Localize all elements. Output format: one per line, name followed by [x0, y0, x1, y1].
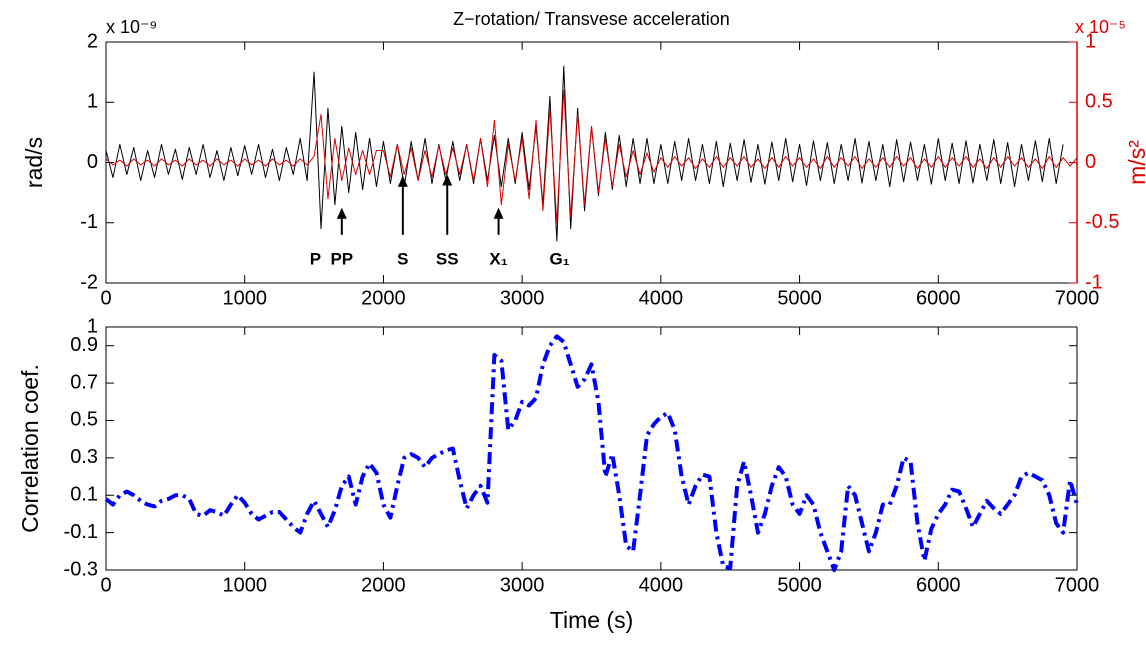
x-tick-label: 4000 — [639, 287, 684, 309]
plot-area — [105, 41, 1078, 284]
y2-tick-label: 1 — [1085, 30, 1096, 52]
x-tick-label: 3000 — [500, 574, 545, 596]
data-line — [105, 65, 1064, 242]
x-tick-label: 7000 — [1055, 574, 1100, 596]
phase-label: G₁ — [549, 250, 569, 269]
x-tick-label: 7000 — [1055, 287, 1100, 309]
y-tick-label: 1 — [87, 315, 98, 337]
y2-tick-label: -0.5 — [1085, 211, 1119, 233]
x-tick-label: 0 — [100, 574, 111, 596]
x-tick-label: 1000 — [222, 287, 267, 309]
x-tick-label: 5000 — [777, 574, 822, 596]
y-tick-label: -0.1 — [64, 521, 98, 543]
y-axis-label: rad/s — [21, 137, 47, 188]
phase-arrow-head — [397, 175, 408, 187]
phase-label: S — [397, 250, 408, 269]
phase-label: X₁ — [489, 250, 507, 269]
y2-multiplier: x 10⁻⁵ — [1075, 17, 1126, 37]
y-tick-label: 0 — [87, 151, 98, 173]
phase-arrow-head — [336, 207, 347, 219]
x-tick-label: 0 — [100, 287, 111, 309]
phase-label: SS — [436, 250, 459, 269]
y-tick-label: -1 — [80, 211, 98, 233]
x-tick-label: 6000 — [916, 574, 961, 596]
chart-title: Z−rotation/ Transvese acceleration — [453, 9, 730, 29]
x-tick-label: 6000 — [916, 287, 961, 309]
x-axis-label: Time (s) — [550, 607, 633, 633]
x-tick-label: 3000 — [500, 287, 545, 309]
y-tick-label: -2 — [80, 271, 98, 293]
y-tick-label: 0.9 — [70, 334, 98, 356]
y-tick-label: 0.3 — [70, 446, 98, 468]
phase-label: PP — [330, 250, 353, 269]
x-tick-label: 5000 — [777, 287, 822, 309]
y-tick-label: -0.3 — [64, 558, 98, 580]
y-tick-label: 0.5 — [70, 409, 98, 431]
y-multiplier: x 10⁻⁹ — [106, 17, 157, 37]
x-tick-label: 4000 — [639, 574, 684, 596]
phase-label: P — [310, 250, 321, 269]
x-tick-label: 2000 — [361, 287, 406, 309]
y-tick-label: 0.1 — [70, 484, 98, 506]
phase-arrow-head — [442, 174, 453, 186]
y2-axis-label: m/s² — [1124, 140, 1146, 185]
x-tick-label: 1000 — [222, 574, 267, 596]
data-line — [105, 89, 1078, 224]
data-line — [104, 334, 1079, 572]
y2-tick-label: 0.5 — [1085, 91, 1113, 113]
y-tick-label: 2 — [87, 30, 98, 52]
y2-tick-label: -1 — [1085, 271, 1103, 293]
x-tick-label: 2000 — [361, 574, 406, 596]
y-axis-label: Correlation coef. — [17, 364, 43, 533]
y-tick-label: 1 — [87, 91, 98, 113]
y-tick-label: 0.7 — [70, 371, 98, 393]
y2-tick-label: 0 — [1085, 151, 1096, 173]
phase-arrow-head — [493, 207, 504, 219]
